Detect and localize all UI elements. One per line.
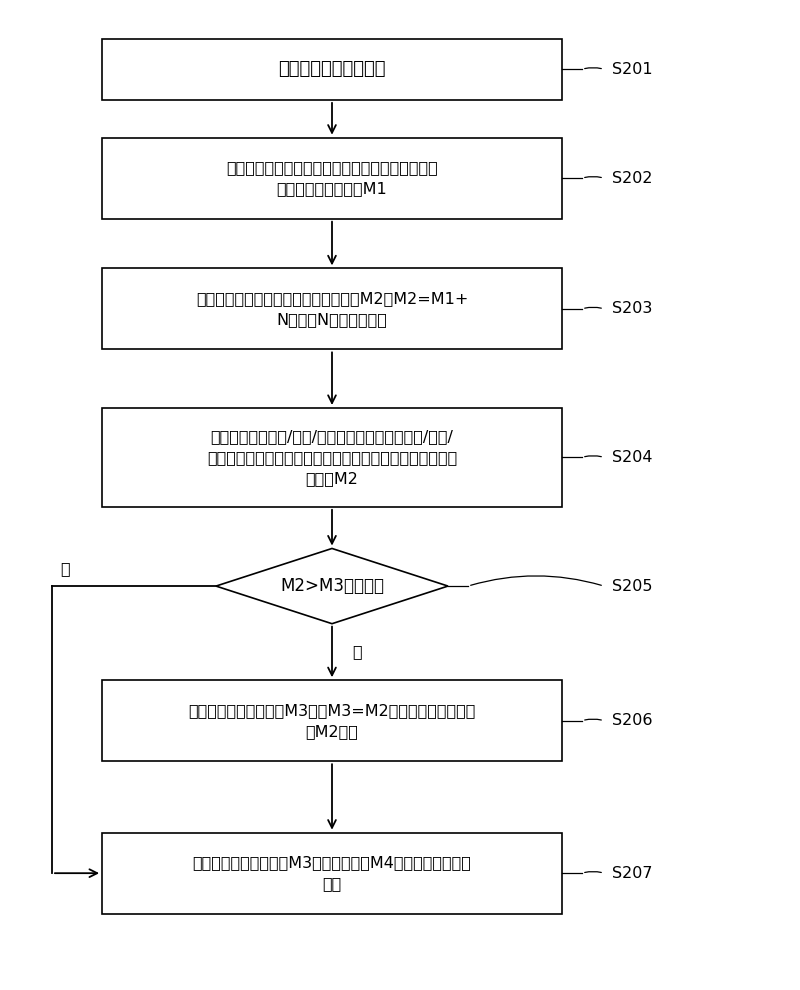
Text: S202: S202 bbox=[612, 170, 653, 186]
Text: 将充値卡至燃气表/电表/水表上识别，所述燃气表/电表/
水表上设置识别模块，通过该识别模块读取充値卡中的累积
充値量M2: 将充値卡至燃气表/电表/水表上识别，所述燃气表/电表/ 水表上设置识别模块，通过… bbox=[207, 429, 457, 486]
Bar bbox=[102, 39, 562, 100]
Bar bbox=[102, 680, 562, 761]
Text: 根据充値卡的唯一标识信息，获取该充値卡充値前
对应的累积充値总量M1: 根据充値卡的唯一标识信息，获取该充値卡充値前 对应的累积充値总量M1 bbox=[226, 160, 438, 196]
Bar bbox=[102, 833, 562, 914]
Text: S203: S203 bbox=[612, 301, 652, 317]
Text: 更新表中的累计充値量M3，使M3=M2，充値卡中累积充値
量M2不变: 更新表中的累计充値量M3，使M3=M2，充値卡中累积充値 量M2不变 bbox=[188, 703, 476, 739]
Text: S205: S205 bbox=[612, 578, 653, 594]
Text: S204: S204 bbox=[612, 449, 653, 465]
Bar bbox=[102, 408, 562, 507]
Text: 否: 否 bbox=[60, 560, 70, 576]
Text: 更新充値卡充値后对应的累积充値总量M2，M2=M1+
N；其中N为新增充値量: 更新充値卡充値后对应的累积充値总量M2，M2=M1+ N；其中N为新增充値量 bbox=[196, 291, 468, 327]
Text: 是: 是 bbox=[352, 644, 362, 659]
Polygon shape bbox=[216, 548, 448, 624]
Text: 比较表中的累计充値量M3与累计使用量M4，并以此判断是否
透支: 比较表中的累计充値量M3与累计使用量M4，并以此判断是否 透支 bbox=[193, 855, 471, 891]
Text: M2>M3是否成立: M2>M3是否成立 bbox=[280, 577, 384, 595]
Text: S207: S207 bbox=[612, 865, 653, 881]
Bar bbox=[102, 268, 562, 349]
Text: S206: S206 bbox=[612, 713, 653, 729]
Bar bbox=[102, 138, 562, 219]
Text: S201: S201 bbox=[612, 61, 653, 77]
Text: 向服务器发送充値命令: 向服务器发送充値命令 bbox=[278, 60, 386, 78]
